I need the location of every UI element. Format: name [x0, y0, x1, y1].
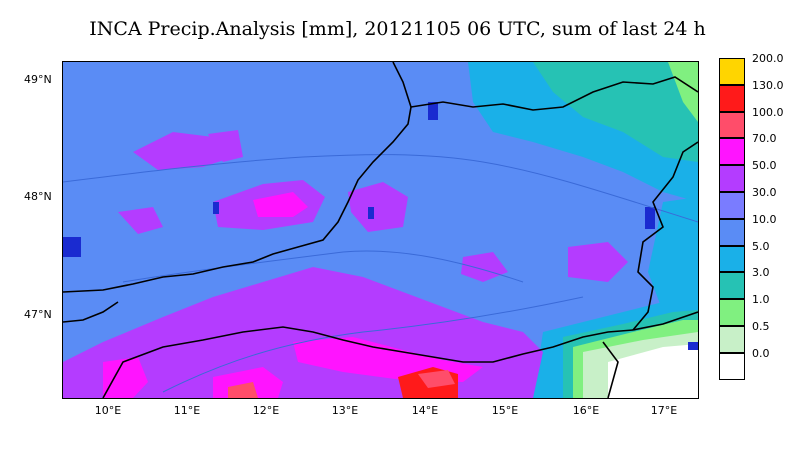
- legend-swatch: [719, 299, 745, 326]
- legend-label: 30.0: [752, 186, 777, 199]
- border-austria-east: [632, 141, 698, 331]
- lake-6: [688, 342, 698, 350]
- legend-swatch: [719, 138, 745, 166]
- lat-label-49: 49°N: [24, 73, 52, 86]
- map-title: INCA Precip.Analysis [mm], 20121105 06 U…: [89, 18, 706, 40]
- legend-swatch: [719, 245, 745, 273]
- legend-swatch: [719, 326, 745, 353]
- river-1: [63, 154, 698, 223]
- border-switzerland: [63, 301, 119, 323]
- legend-swatch: [719, 352, 745, 380]
- lon-label-17: 17°E: [650, 404, 678, 417]
- legend-label: 3.0: [752, 266, 770, 280]
- lake-1: [63, 237, 81, 257]
- lon-label-13: 13°E: [331, 404, 359, 417]
- legend-label: 1.0: [752, 293, 770, 307]
- precip-patch-bavaria-core: [253, 192, 308, 217]
- precip-patch-east-1: [461, 252, 508, 282]
- legend-label: 200.0: [752, 52, 784, 65]
- precip-band-south-pink: [418, 370, 455, 388]
- precipitation-map: [62, 61, 699, 399]
- country-borders: [63, 62, 698, 398]
- legend-label: 50.0: [752, 159, 777, 173]
- precip-patch-west: [118, 207, 163, 234]
- precip-patch-north-1: [133, 132, 233, 170]
- legend-label: 0.0: [752, 346, 770, 360]
- lon-label-10: 10°E: [94, 404, 122, 417]
- lake-3: [645, 207, 655, 229]
- legend-label: 100.0: [752, 105, 784, 119]
- legend-label: 130.0: [752, 78, 784, 92]
- precip-patch-north-2: [208, 130, 243, 162]
- precip-patch-center: [348, 182, 408, 232]
- lat-label-47: 47°N: [24, 308, 52, 321]
- lake-5: [368, 207, 374, 219]
- legend-label: 0.5: [752, 320, 770, 333]
- border-hungary: [632, 311, 698, 331]
- legend-swatch: [719, 272, 745, 300]
- precip-field-ne-lighter: [533, 62, 698, 162]
- border-austria-germany: [63, 62, 412, 293]
- precip-band-south-magenta-3: [103, 357, 148, 398]
- precip-field-se-white: [608, 344, 698, 398]
- lon-label-14: 14°E: [411, 404, 439, 417]
- lake-2: [428, 102, 438, 120]
- border-czech: [410, 76, 698, 111]
- river-2: [122, 250, 524, 283]
- legend-label: 70.0: [752, 132, 777, 146]
- legend-swatch: [719, 218, 745, 246]
- legend-swatch: [719, 192, 745, 219]
- rivers: [63, 154, 698, 393]
- lon-label-15: 15°E: [491, 404, 519, 417]
- lon-label-16: 16°E: [572, 404, 600, 417]
- border-austria-south: [102, 326, 634, 398]
- lon-label-12: 12°E: [252, 404, 280, 417]
- lake-4: [213, 202, 219, 214]
- legend-swatch: [719, 111, 745, 139]
- lat-label-48: 48°N: [24, 190, 52, 203]
- legend-label: 5.0: [752, 239, 770, 253]
- river-3: [162, 296, 584, 393]
- legend-swatch: [719, 165, 745, 192]
- border-slovenia-croatia: [602, 341, 619, 398]
- precip-band-south-red-2: [228, 382, 258, 398]
- legend-swatch: [719, 58, 745, 85]
- precip-patch-east-2: [568, 242, 628, 282]
- lon-label-11: 11°E: [173, 404, 201, 417]
- legend-label: 10.0: [752, 212, 777, 226]
- legend-swatch: [719, 84, 745, 112]
